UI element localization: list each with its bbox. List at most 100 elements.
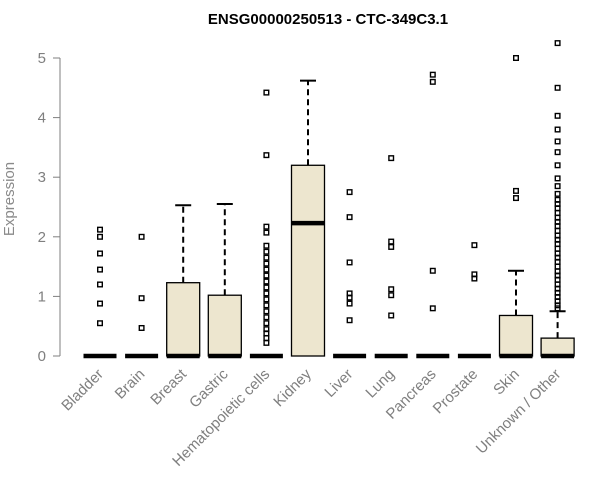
outlier-point xyxy=(263,89,270,96)
box-group xyxy=(125,233,159,359)
box-group xyxy=(290,79,326,357)
y-tick-label: 3 xyxy=(38,169,46,186)
outlier-point xyxy=(346,259,353,266)
outlier-point xyxy=(263,330,270,337)
outlier-point xyxy=(429,78,436,85)
x-tick-label: Breast xyxy=(147,365,190,408)
outlier-point xyxy=(513,55,520,62)
outlier-point xyxy=(471,242,478,249)
outlier-point xyxy=(263,260,270,267)
box-group xyxy=(374,155,408,359)
outlier-point xyxy=(388,312,395,319)
x-tick-label: Kidney xyxy=(270,365,315,410)
outlier-point xyxy=(554,162,561,169)
x-tick-label: Skin xyxy=(490,366,523,399)
outlier-point xyxy=(513,195,520,202)
outlier-point xyxy=(96,320,103,327)
outlier-point xyxy=(554,112,561,119)
outlier-point xyxy=(263,248,270,255)
outlier-point xyxy=(263,223,270,230)
outlier-point xyxy=(263,308,270,315)
y-tick-label: 1 xyxy=(38,288,46,305)
y-axis-label: Expression xyxy=(1,162,18,236)
outlier-point xyxy=(554,223,561,230)
box-group xyxy=(166,204,201,359)
outlier-point xyxy=(263,284,270,291)
box-group xyxy=(457,242,491,359)
outlier-point xyxy=(429,267,436,274)
box-group xyxy=(207,203,242,359)
box-iqr xyxy=(498,314,534,357)
y-tick-label: 0 xyxy=(38,348,46,365)
outlier-point xyxy=(138,324,145,331)
outlier-point xyxy=(263,335,270,342)
y-tick-label: 5 xyxy=(38,50,46,67)
outlier-point xyxy=(388,292,395,299)
box-group xyxy=(498,55,534,359)
outlier-point xyxy=(554,205,561,212)
outlier-point xyxy=(554,305,561,312)
outlier-point xyxy=(554,245,561,252)
outlier-point xyxy=(554,258,561,265)
outlier-point xyxy=(263,302,270,309)
outlier-point xyxy=(388,238,395,245)
outlier-point xyxy=(554,263,561,270)
outlier-point xyxy=(554,175,561,182)
outlier-point xyxy=(554,138,561,145)
outlier-point xyxy=(263,229,270,236)
x-tick-label: Bladder xyxy=(58,366,107,415)
outlier-point xyxy=(96,226,103,233)
outlier-point xyxy=(554,126,561,133)
outlier-point xyxy=(263,290,270,297)
outlier-point xyxy=(263,272,270,279)
x-tick-label: Liver xyxy=(321,366,356,401)
outlier-point xyxy=(388,243,395,250)
outlier-point xyxy=(388,155,395,162)
outlier-point xyxy=(263,339,270,346)
outlier-point xyxy=(96,266,103,273)
outlier-point xyxy=(554,84,561,91)
box-group xyxy=(333,189,367,359)
outlier-point xyxy=(346,300,353,307)
box-group xyxy=(249,89,283,359)
outlier-point xyxy=(96,300,103,307)
box-iqr xyxy=(207,294,242,357)
chart-title: ENSG00000250513 - CTC-349C3.1 xyxy=(208,11,448,28)
outlier-point xyxy=(554,227,561,234)
outlier-point xyxy=(388,286,395,293)
outlier-point xyxy=(554,149,561,156)
outlier-point xyxy=(554,209,561,216)
outlier-point xyxy=(346,214,353,221)
outlier-point xyxy=(96,233,103,240)
outlier-point xyxy=(429,305,436,312)
outlier-point xyxy=(263,254,270,261)
outlier-point xyxy=(263,320,270,327)
box-iqr xyxy=(290,164,326,357)
outlier-point xyxy=(138,233,145,240)
outlier-point xyxy=(263,242,270,249)
outlier-point xyxy=(429,71,436,78)
outlier-point xyxy=(554,183,561,190)
outlier-point xyxy=(138,295,145,302)
x-tick-label: Prostate xyxy=(430,366,482,418)
outlier-point xyxy=(554,276,561,283)
outlier-point xyxy=(263,296,270,303)
outlier-point xyxy=(554,240,561,247)
outlier-point xyxy=(263,278,270,285)
outlier-point xyxy=(346,294,353,301)
x-tick-label: Brain xyxy=(112,366,149,403)
outlier-point xyxy=(513,187,520,194)
plot-area xyxy=(83,40,575,359)
box-group xyxy=(416,71,450,359)
outlier-point xyxy=(346,317,353,324)
outlier-point xyxy=(263,152,270,159)
outlier-point xyxy=(554,40,561,47)
y-tick-label: 2 xyxy=(38,229,46,246)
outlier-point xyxy=(346,189,353,196)
outlier-point xyxy=(554,190,561,197)
outlier-point xyxy=(263,314,270,321)
box-iqr xyxy=(166,282,201,357)
y-axis: 0 1 2 3 4 5 xyxy=(38,50,61,365)
